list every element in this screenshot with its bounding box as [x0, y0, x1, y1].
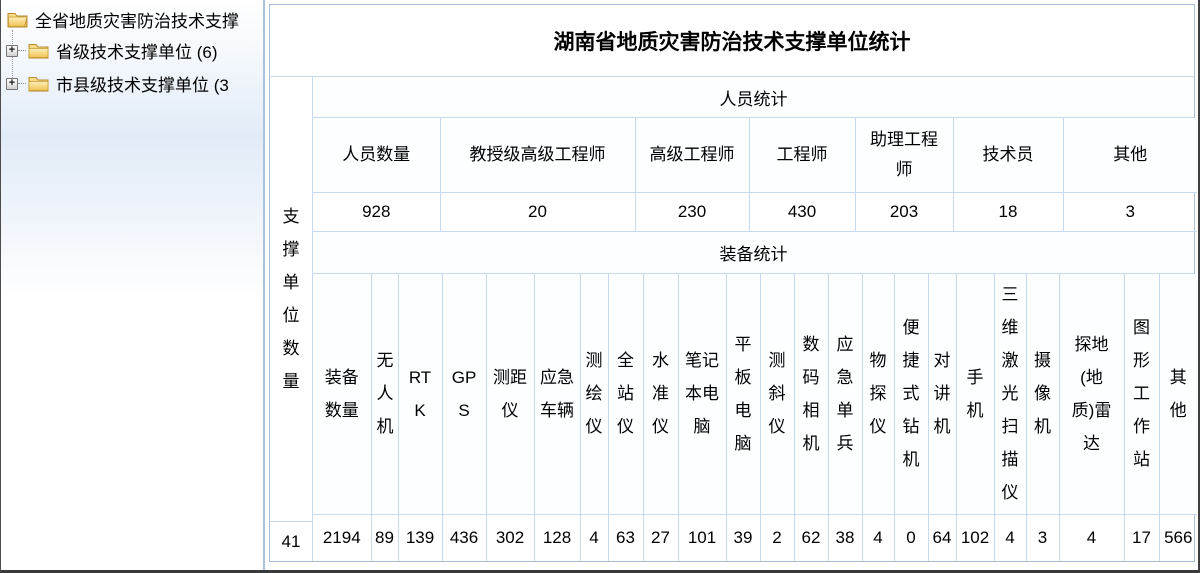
equipment-value-17: 64: [928, 514, 957, 561]
equipment-section-header: 装备统计: [313, 231, 1194, 274]
equipment-value-8: 63: [608, 514, 644, 561]
equipment-header-8: 全站仪: [608, 273, 644, 515]
personnel-header-1: 人员数量: [313, 118, 441, 193]
personnel-header-4: 工程师: [749, 118, 856, 193]
equipment-header-9: 水准仪: [643, 273, 679, 515]
folder-icon: [28, 42, 49, 59]
plus-expander-icon[interactable]: +: [6, 77, 18, 90]
equipment-value-6: 128: [534, 514, 581, 561]
tree-branch-line: [18, 83, 26, 84]
equipment-header-19: 三维激光扫描仪: [994, 273, 1027, 515]
equipment-header-22: 图形工作站: [1124, 273, 1160, 515]
support-unit-count-column: 支撑单位数量 41: [270, 77, 313, 561]
equipment-header-7: 测绘仪: [580, 273, 609, 515]
tree-connector-line: [12, 30, 13, 84]
equipment-header-2: 无人机: [371, 273, 399, 515]
equipment-value-1: 2194: [313, 514, 372, 561]
equipment-header-11: 平板电脑: [726, 273, 761, 515]
equipment-value-5: 302: [486, 514, 535, 561]
equipment-value-13: 62: [794, 514, 829, 561]
equipment-header-14: 应急单兵: [828, 273, 863, 515]
folder-icon: [28, 75, 49, 92]
equipment-header-3: RTK: [398, 273, 443, 515]
equipment-header-row: 装备数量 无人机 RTK GPS 测距仪 应急车辆 测绘仪 全站仪 水准仪 笔记本电脑 平板电脑 测斜…: [313, 273, 1197, 515]
equipment-value-7: 4: [580, 514, 609, 561]
personnel-header-7: 其他: [1063, 118, 1197, 193]
personnel-value-row: 928 20 230 430 203 18 3: [313, 192, 1197, 232]
equipment-value-row: 2194 89 139 436 302 128 4 63 27 101 39 2 62 38 4 0 64 102…: [313, 514, 1197, 561]
equipment-header-16: 便捷式钻机: [894, 273, 929, 515]
personnel-value-7: 3: [1063, 192, 1197, 232]
tree-node-provincial-units[interactable]: + 省级技术支撑单位 (6): [1, 34, 263, 67]
support-unit-count-header: 支撑单位数量: [282, 207, 300, 391]
personnel-value-6: 18: [953, 192, 1064, 232]
equipment-header-17: 对讲机: [928, 273, 957, 515]
equipment-value-3: 139: [398, 514, 443, 561]
equipment-value-4: 436: [442, 514, 487, 561]
tree-node-province-root[interactable]: 全省地质灾害防治技术支撑: [1, 4, 263, 34]
statistics-sections: 人员统计 人员数量 教授级高级工程师 高级工程师 工程师 助理工程师 技术员 其他 928 2…: [313, 77, 1197, 561]
personnel-value-2: 20: [440, 192, 636, 232]
equipment-header-18: 手机: [956, 273, 995, 515]
equipment-header-23: 其他: [1159, 273, 1197, 515]
equipment-table: 装备数量 无人机 RTK GPS 测距仪 应急车辆 测绘仪 全站仪 水准仪 笔记本电脑 平板电脑 测斜…: [313, 273, 1197, 561]
tree-branch-line: [18, 50, 26, 51]
equipment-value-19: 4: [994, 514, 1027, 561]
equipment-header-1: 装备数量: [313, 273, 372, 515]
folder-icon: [7, 11, 28, 28]
equipment-value-10: 101: [678, 514, 727, 561]
equipment-value-12: 2: [760, 514, 795, 561]
tree-node-city-county-units[interactable]: + 市县级技术支撑单位 (3: [1, 67, 263, 100]
equipment-header-4: GPS: [442, 273, 487, 515]
personnel-header-5: 助理工程师: [855, 118, 954, 193]
equipment-header-12: 测斜仪: [760, 273, 795, 515]
equipment-value-20: 3: [1026, 514, 1060, 561]
content-panel: 湖南省地质灾害防治技术支撑单位统计 支撑单位数量 41 人员统计 人员数量 教授级…: [265, 0, 1198, 570]
tree-node-label: 省级技术支撑单位 (6): [56, 43, 218, 62]
equipment-value-2: 89: [371, 514, 399, 561]
personnel-value-5: 203: [855, 192, 954, 232]
equipment-header-10: 笔记本电脑: [678, 273, 727, 515]
equipment-value-14: 38: [828, 514, 863, 561]
equipment-value-23: 566: [1164, 528, 1193, 547]
sidebar-tree-panel: 全省地质灾害防治技术支撑 + 省级技术支撑单位 (6) + 市县: [1, 0, 265, 570]
equipment-header-13: 数码相机: [794, 273, 829, 515]
personnel-table: 人员数量 教授级高级工程师 高级工程师 工程师 助理工程师 技术员 其他 928 20 230 4…: [313, 118, 1197, 232]
equipment-header-21: 探地(地质)雷达: [1059, 273, 1125, 515]
personnel-header-6: 技术员: [953, 118, 1064, 193]
table-title: 湖南省地质灾害防治技术支撑单位统计: [270, 5, 1194, 77]
equipment-value-22: 17: [1124, 514, 1160, 561]
support-unit-count-value: 41: [270, 521, 312, 561]
equipment-value-18: 102: [956, 514, 995, 561]
personnel-header-2: 教授级高级工程师: [440, 118, 636, 193]
personnel-value-4: 430: [749, 192, 856, 232]
equipment-header-20: 摄像机: [1026, 273, 1060, 515]
equipment-value-21: 4: [1059, 514, 1125, 561]
tree-node-label: 市县级技术支撑单位 (3: [56, 76, 229, 95]
personnel-value-1: 928: [313, 192, 441, 232]
personnel-header-3: 高级工程师: [635, 118, 750, 193]
statistics-table: 湖南省地质灾害防治技术支撑单位统计 支撑单位数量 41 人员统计 人员数量 教授级…: [269, 4, 1197, 562]
equipment-value-16: 0: [894, 514, 929, 561]
personnel-value-3: 230: [635, 192, 750, 232]
equipment-header-15: 物探仪: [862, 273, 895, 515]
equipment-value-11: 39: [726, 514, 761, 561]
personnel-section-header: 人员统计: [313, 77, 1194, 118]
equipment-header-6: 应急车辆: [534, 273, 581, 515]
equipment-value-9: 27: [643, 514, 679, 561]
table-body: 支撑单位数量 41 人员统计 人员数量 教授级高级工程师 高级工程师 工程师 助理工程师…: [270, 77, 1197, 561]
tree-node-label: 全省地质灾害防治技术支撑: [35, 11, 239, 31]
equipment-value-15: 4: [862, 514, 895, 561]
plus-expander-icon[interactable]: +: [6, 44, 18, 57]
equipment-header-5: 测距仪: [486, 273, 535, 515]
personnel-header-row: 人员数量 教授级高级工程师 高级工程师 工程师 助理工程师 技术员 其他: [313, 118, 1197, 193]
